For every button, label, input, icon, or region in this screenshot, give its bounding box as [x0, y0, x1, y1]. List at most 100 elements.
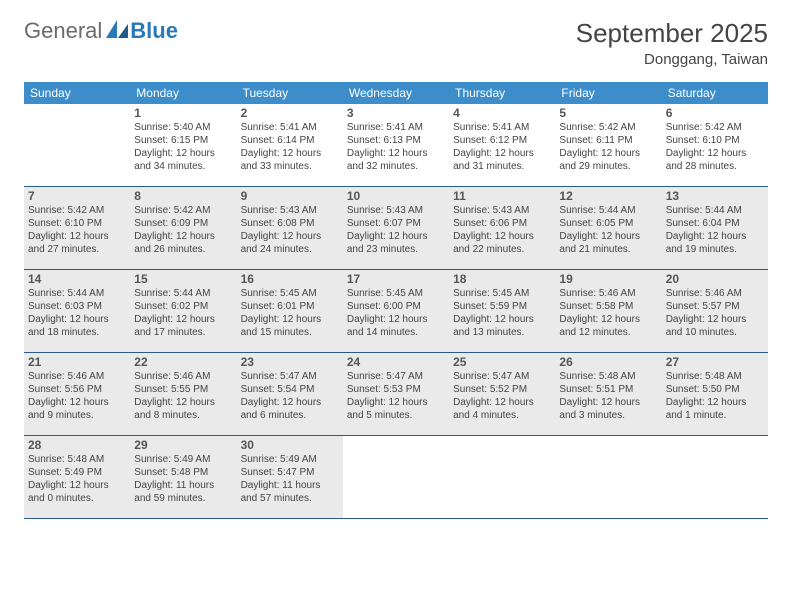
- day-cell: 7Sunrise: 5:42 AMSunset: 6:10 PMDaylight…: [24, 187, 130, 269]
- sunset-text: Sunset: 6:09 PM: [134, 217, 232, 230]
- daylight-text: Daylight: 12 hours and 28 minutes.: [666, 147, 764, 173]
- day-number: 26: [559, 355, 657, 369]
- day-info: Sunrise: 5:43 AMSunset: 6:07 PMDaylight:…: [347, 204, 445, 256]
- day-number: 3: [347, 106, 445, 120]
- daylight-text: Daylight: 12 hours and 13 minutes.: [453, 313, 551, 339]
- day-cell: 24Sunrise: 5:47 AMSunset: 5:53 PMDayligh…: [343, 353, 449, 435]
- sunset-text: Sunset: 6:11 PM: [559, 134, 657, 147]
- day-cell: 15Sunrise: 5:44 AMSunset: 6:02 PMDayligh…: [130, 270, 236, 352]
- day-info: Sunrise: 5:40 AMSunset: 6:15 PMDaylight:…: [134, 121, 232, 173]
- daylight-text: Daylight: 12 hours and 18 minutes.: [28, 313, 126, 339]
- day-cell: 23Sunrise: 5:47 AMSunset: 5:54 PMDayligh…: [237, 353, 343, 435]
- sunrise-text: Sunrise: 5:46 AM: [28, 370, 126, 383]
- daylight-text: Daylight: 12 hours and 9 minutes.: [28, 396, 126, 422]
- day-info: Sunrise: 5:48 AMSunset: 5:49 PMDaylight:…: [28, 453, 126, 505]
- day-header: Monday: [130, 82, 236, 104]
- week-row: 14Sunrise: 5:44 AMSunset: 6:03 PMDayligh…: [24, 270, 768, 353]
- daylight-text: Daylight: 12 hours and 24 minutes.: [241, 230, 339, 256]
- sunset-text: Sunset: 6:06 PM: [453, 217, 551, 230]
- day-info: Sunrise: 5:49 AMSunset: 5:47 PMDaylight:…: [241, 453, 339, 505]
- day-number: 7: [28, 189, 126, 203]
- day-info: Sunrise: 5:45 AMSunset: 6:01 PMDaylight:…: [241, 287, 339, 339]
- month-title: September 2025: [576, 18, 768, 49]
- day-number: 27: [666, 355, 764, 369]
- daylight-text: Daylight: 12 hours and 26 minutes.: [134, 230, 232, 256]
- logo-sail-icon: [106, 20, 128, 38]
- sunset-text: Sunset: 6:15 PM: [134, 134, 232, 147]
- daylight-text: Daylight: 12 hours and 12 minutes.: [559, 313, 657, 339]
- daylight-text: Daylight: 12 hours and 0 minutes.: [28, 479, 126, 505]
- day-info: Sunrise: 5:46 AMSunset: 5:56 PMDaylight:…: [28, 370, 126, 422]
- day-info: Sunrise: 5:46 AMSunset: 5:58 PMDaylight:…: [559, 287, 657, 339]
- day-cell: [343, 436, 449, 518]
- day-info: Sunrise: 5:43 AMSunset: 6:06 PMDaylight:…: [453, 204, 551, 256]
- daylight-text: Daylight: 12 hours and 32 minutes.: [347, 147, 445, 173]
- sunset-text: Sunset: 6:08 PM: [241, 217, 339, 230]
- day-info: Sunrise: 5:42 AMSunset: 6:11 PMDaylight:…: [559, 121, 657, 173]
- daylight-text: Daylight: 12 hours and 31 minutes.: [453, 147, 551, 173]
- day-header: Wednesday: [343, 82, 449, 104]
- week-row: 21Sunrise: 5:46 AMSunset: 5:56 PMDayligh…: [24, 353, 768, 436]
- day-cell: 20Sunrise: 5:46 AMSunset: 5:57 PMDayligh…: [662, 270, 768, 352]
- day-number: 6: [666, 106, 764, 120]
- sunset-text: Sunset: 6:10 PM: [28, 217, 126, 230]
- sunrise-text: Sunrise: 5:43 AM: [453, 204, 551, 217]
- day-info: Sunrise: 5:44 AMSunset: 6:02 PMDaylight:…: [134, 287, 232, 339]
- day-info: Sunrise: 5:45 AMSunset: 6:00 PMDaylight:…: [347, 287, 445, 339]
- day-number: 17: [347, 272, 445, 286]
- sunrise-text: Sunrise: 5:48 AM: [666, 370, 764, 383]
- day-info: Sunrise: 5:42 AMSunset: 6:10 PMDaylight:…: [666, 121, 764, 173]
- day-cell: 22Sunrise: 5:46 AMSunset: 5:55 PMDayligh…: [130, 353, 236, 435]
- sunset-text: Sunset: 5:47 PM: [241, 466, 339, 479]
- sunrise-text: Sunrise: 5:43 AM: [347, 204, 445, 217]
- day-info: Sunrise: 5:42 AMSunset: 6:09 PMDaylight:…: [134, 204, 232, 256]
- day-cell: 29Sunrise: 5:49 AMSunset: 5:48 PMDayligh…: [130, 436, 236, 518]
- daylight-text: Daylight: 12 hours and 17 minutes.: [134, 313, 232, 339]
- day-number: 28: [28, 438, 126, 452]
- sunset-text: Sunset: 6:07 PM: [347, 217, 445, 230]
- day-number: 11: [453, 189, 551, 203]
- day-info: Sunrise: 5:47 AMSunset: 5:52 PMDaylight:…: [453, 370, 551, 422]
- logo-text-2: Blue: [130, 18, 178, 44]
- day-header: Friday: [555, 82, 661, 104]
- sunset-text: Sunset: 6:00 PM: [347, 300, 445, 313]
- day-cell: 17Sunrise: 5:45 AMSunset: 6:00 PMDayligh…: [343, 270, 449, 352]
- day-info: Sunrise: 5:48 AMSunset: 5:50 PMDaylight:…: [666, 370, 764, 422]
- day-cell: [24, 104, 130, 186]
- sunrise-text: Sunrise: 5:40 AM: [134, 121, 232, 134]
- daylight-text: Daylight: 12 hours and 34 minutes.: [134, 147, 232, 173]
- day-number: 8: [134, 189, 232, 203]
- sunrise-text: Sunrise: 5:49 AM: [241, 453, 339, 466]
- day-number: 4: [453, 106, 551, 120]
- day-info: Sunrise: 5:44 AMSunset: 6:05 PMDaylight:…: [559, 204, 657, 256]
- day-info: Sunrise: 5:47 AMSunset: 5:53 PMDaylight:…: [347, 370, 445, 422]
- sunset-text: Sunset: 6:12 PM: [453, 134, 551, 147]
- day-number: 1: [134, 106, 232, 120]
- day-cell: 18Sunrise: 5:45 AMSunset: 5:59 PMDayligh…: [449, 270, 555, 352]
- sunrise-text: Sunrise: 5:49 AM: [134, 453, 232, 466]
- daylight-text: Daylight: 12 hours and 14 minutes.: [347, 313, 445, 339]
- day-cell: 9Sunrise: 5:43 AMSunset: 6:08 PMDaylight…: [237, 187, 343, 269]
- daylight-text: Daylight: 12 hours and 19 minutes.: [666, 230, 764, 256]
- header: General Blue September 2025 Donggang, Ta…: [24, 18, 768, 68]
- sunset-text: Sunset: 6:02 PM: [134, 300, 232, 313]
- day-info: Sunrise: 5:45 AMSunset: 5:59 PMDaylight:…: [453, 287, 551, 339]
- day-number: 23: [241, 355, 339, 369]
- day-cell: 28Sunrise: 5:48 AMSunset: 5:49 PMDayligh…: [24, 436, 130, 518]
- daylight-text: Daylight: 12 hours and 10 minutes.: [666, 313, 764, 339]
- day-number: 18: [453, 272, 551, 286]
- day-cell: 2Sunrise: 5:41 AMSunset: 6:14 PMDaylight…: [237, 104, 343, 186]
- sunrise-text: Sunrise: 5:44 AM: [666, 204, 764, 217]
- day-info: Sunrise: 5:46 AMSunset: 5:57 PMDaylight:…: [666, 287, 764, 339]
- sunrise-text: Sunrise: 5:47 AM: [453, 370, 551, 383]
- daylight-text: Daylight: 12 hours and 4 minutes.: [453, 396, 551, 422]
- day-cell: 25Sunrise: 5:47 AMSunset: 5:52 PMDayligh…: [449, 353, 555, 435]
- weeks-container: 1Sunrise: 5:40 AMSunset: 6:15 PMDaylight…: [24, 104, 768, 519]
- day-cell: 14Sunrise: 5:44 AMSunset: 6:03 PMDayligh…: [24, 270, 130, 352]
- day-header: Saturday: [662, 82, 768, 104]
- sunset-text: Sunset: 6:14 PM: [241, 134, 339, 147]
- day-cell: 12Sunrise: 5:44 AMSunset: 6:05 PMDayligh…: [555, 187, 661, 269]
- day-cell: [555, 436, 661, 518]
- daylight-text: Daylight: 12 hours and 6 minutes.: [241, 396, 339, 422]
- day-number: 24: [347, 355, 445, 369]
